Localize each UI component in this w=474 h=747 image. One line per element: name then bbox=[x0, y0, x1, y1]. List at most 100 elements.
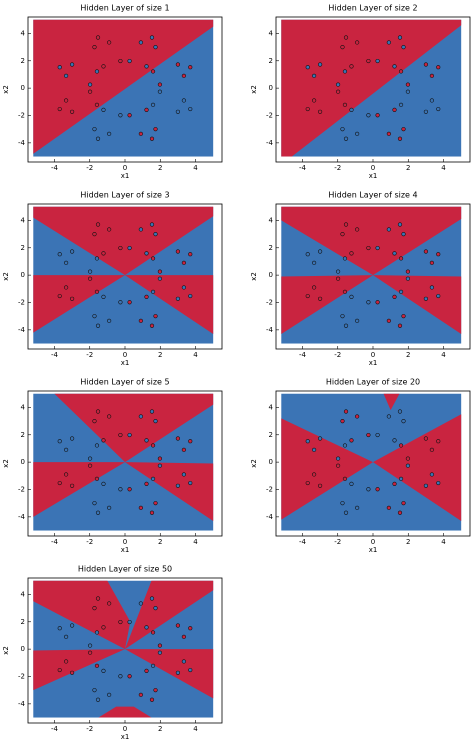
data-point bbox=[153, 127, 158, 132]
data-point bbox=[101, 625, 106, 630]
data-point bbox=[57, 626, 62, 631]
y-tick-label: -2 bbox=[266, 485, 273, 493]
data-point bbox=[150, 476, 156, 481]
data-point bbox=[401, 44, 406, 50]
x-tick-label: -2 bbox=[334, 538, 341, 546]
data-point bbox=[375, 245, 380, 251]
decision-region bbox=[33, 462, 125, 517]
data-point bbox=[429, 98, 435, 103]
y-tick-label: 2 bbox=[269, 57, 273, 65]
x-tick-label: 4 bbox=[441, 351, 446, 359]
x-tick-label: 0 bbox=[123, 725, 127, 733]
data-point bbox=[95, 596, 101, 601]
data-point bbox=[335, 276, 341, 281]
data-point bbox=[118, 245, 123, 251]
data-point bbox=[188, 480, 193, 486]
data-point bbox=[386, 318, 391, 323]
y-tick-label: 0 bbox=[269, 271, 273, 279]
decision-region bbox=[33, 580, 131, 650]
data-point bbox=[340, 231, 345, 237]
decision-region bbox=[373, 275, 462, 334]
data-point bbox=[375, 487, 380, 492]
decision-region bbox=[281, 19, 462, 157]
data-point bbox=[386, 40, 391, 45]
y-tick-label: 2 bbox=[269, 431, 273, 439]
data-point bbox=[181, 634, 187, 639]
data-point bbox=[87, 82, 93, 87]
x-tick-label: -2 bbox=[86, 725, 93, 733]
data-point bbox=[149, 409, 155, 414]
data-point bbox=[429, 447, 435, 452]
data-point bbox=[95, 222, 101, 227]
chart-title: Hidden Layer of size 50 bbox=[78, 565, 172, 574]
y-tick-label: 2 bbox=[21, 618, 25, 626]
data-point bbox=[405, 89, 411, 94]
data-point bbox=[153, 688, 158, 693]
x-tick-label: 2 bbox=[406, 164, 410, 172]
data-point bbox=[343, 409, 349, 414]
data-point bbox=[107, 692, 112, 697]
data-point bbox=[342, 102, 348, 107]
data-point bbox=[157, 82, 163, 87]
data-point bbox=[311, 260, 317, 265]
decision-region bbox=[383, 393, 400, 411]
decision-region bbox=[281, 418, 373, 520]
data-point bbox=[101, 251, 106, 256]
x-tick-label: 0 bbox=[371, 351, 375, 359]
data-point bbox=[375, 300, 380, 305]
data-point bbox=[436, 106, 441, 112]
data-point bbox=[188, 667, 193, 673]
decision-region bbox=[125, 462, 214, 521]
data-point bbox=[138, 318, 143, 323]
data-point bbox=[175, 483, 181, 488]
x-axis-label: x1 bbox=[121, 733, 130, 741]
y-tick-label: 2 bbox=[21, 431, 25, 439]
x-tick-label: 2 bbox=[406, 351, 410, 359]
data-point bbox=[392, 107, 397, 112]
x-tick-label: 4 bbox=[441, 164, 446, 172]
data-point bbox=[188, 106, 193, 112]
data-point bbox=[366, 432, 371, 438]
y-tick-label: 2 bbox=[269, 244, 273, 252]
y-tick-label: 4 bbox=[269, 216, 274, 224]
x-tick-label: 0 bbox=[123, 164, 127, 172]
data-point bbox=[87, 269, 93, 274]
x-tick-label: 2 bbox=[158, 351, 162, 359]
data-point bbox=[94, 630, 100, 635]
data-point bbox=[305, 65, 310, 70]
x-axis-label: x1 bbox=[369, 359, 378, 367]
data-point bbox=[355, 40, 360, 45]
data-point bbox=[386, 227, 391, 232]
y-tick-label: 4 bbox=[269, 29, 274, 37]
data-point bbox=[423, 436, 429, 441]
data-point bbox=[340, 314, 345, 319]
y-axis-label: x2 bbox=[250, 272, 258, 281]
data-point bbox=[101, 481, 106, 486]
x-tick-label: 0 bbox=[371, 164, 375, 172]
data-point bbox=[397, 409, 403, 414]
decision-region bbox=[98, 706, 152, 718]
data-point bbox=[349, 251, 354, 256]
data-point bbox=[317, 249, 323, 254]
data-point bbox=[127, 300, 132, 305]
data-point bbox=[150, 443, 156, 448]
data-point bbox=[57, 293, 62, 299]
data-point bbox=[181, 73, 187, 78]
decision-region bbox=[125, 275, 214, 334]
data-point bbox=[101, 107, 106, 112]
data-point bbox=[118, 58, 123, 64]
data-point bbox=[92, 688, 97, 693]
data-point bbox=[181, 285, 187, 290]
data-point bbox=[397, 35, 403, 40]
data-point bbox=[436, 252, 441, 257]
data-point bbox=[181, 447, 187, 452]
chart-title: Hidden Layer of size 1 bbox=[80, 4, 169, 13]
y-tick-label: -2 bbox=[18, 111, 25, 119]
data-point bbox=[366, 58, 371, 64]
data-point bbox=[343, 510, 349, 515]
data-point bbox=[305, 480, 310, 486]
data-point bbox=[343, 35, 349, 40]
x-axis-label: x1 bbox=[121, 359, 130, 367]
data-point bbox=[311, 73, 317, 78]
